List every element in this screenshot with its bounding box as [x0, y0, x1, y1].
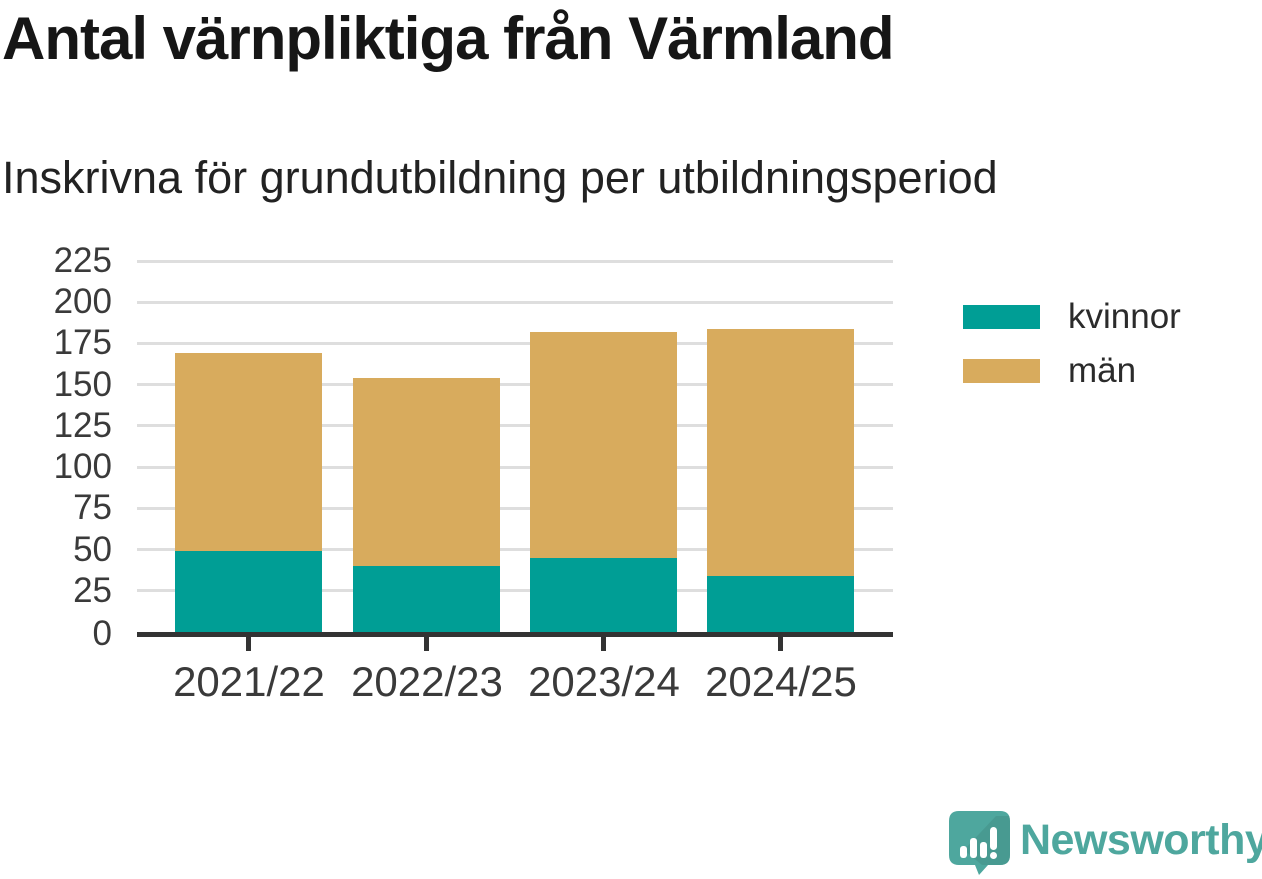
gridline-225: [137, 260, 893, 263]
bar-segment-kvinnor-2021/22: [175, 551, 322, 632]
gridline-125: [137, 424, 893, 427]
legend-label-kvinnor: kvinnor: [1068, 297, 1181, 336]
brand-wordmark: Newsworthy: [1020, 816, 1262, 864]
x-axis-tick: [424, 637, 429, 651]
y-axis-tick-label: 25: [73, 571, 112, 610]
bar-segment-kvinnor-2023/24: [530, 558, 677, 632]
chart-title: Antal värnpliktiga från Värmland: [2, 5, 895, 72]
bar-segment-män-2024/25: [707, 329, 854, 576]
gridline-25: [137, 589, 893, 592]
x-axis-tick: [601, 637, 606, 651]
y-axis-tick-label: 225: [53, 241, 112, 280]
y-axis-tick-label: 175: [53, 323, 112, 362]
y-axis-tick-label: 125: [53, 406, 112, 445]
newsworthy-logo-icon: [949, 811, 1010, 875]
x-axis-line: [137, 632, 893, 637]
y-axis-tick-label: 150: [53, 365, 112, 404]
bar-segment-kvinnor-2022/23: [353, 566, 500, 632]
chart-subtitle: Inskrivna för grundutbildning per utbild…: [2, 152, 998, 203]
brand-footer: Newsworthy: [948, 810, 1262, 876]
x-axis-tick: [778, 637, 783, 651]
y-axis-tick-label: 50: [73, 530, 112, 569]
gridline-100: [137, 466, 893, 469]
y-axis-tick-label: 75: [73, 488, 112, 527]
gridline-150: [137, 383, 893, 386]
legend-swatch-man: [963, 359, 1040, 383]
gridline-75: [137, 507, 893, 510]
legend-swatch-kvinnor: [963, 305, 1040, 329]
y-axis-tick-label: 0: [92, 614, 112, 653]
gridline-200: [137, 301, 893, 304]
y-axis-tick-label: 200: [53, 282, 112, 321]
gridline-175: [137, 342, 893, 345]
bar-segment-män-2023/24: [530, 332, 677, 558]
x-axis-category-label: 2022/23: [351, 658, 503, 705]
bar-segment-män-2021/22: [175, 353, 322, 551]
y-axis-tick-label: 100: [53, 447, 112, 486]
gridline-50: [137, 548, 893, 551]
bar-segment-män-2022/23: [353, 378, 500, 566]
x-axis-category-label: 2024/25: [705, 658, 857, 705]
legend-label-man: män: [1068, 351, 1137, 390]
x-axis-category-label: 2021/22: [173, 658, 325, 705]
bar-segment-kvinnor-2024/25: [707, 576, 854, 632]
x-axis-tick: [246, 637, 251, 651]
x-axis-category-label: 2023/24: [528, 658, 680, 705]
